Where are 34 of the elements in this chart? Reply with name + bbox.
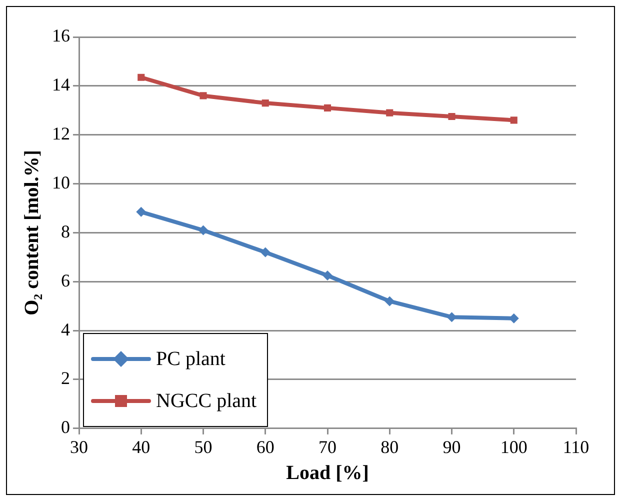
x-tick-label: 50 bbox=[194, 436, 212, 457]
y-tick-label: 8 bbox=[61, 221, 70, 242]
x-tick-label: 80 bbox=[380, 436, 399, 457]
y-axis-title: O₂ content [mol.%] bbox=[21, 150, 44, 316]
point bbox=[386, 109, 394, 116]
y-tick-label: 2 bbox=[61, 368, 70, 388]
point bbox=[448, 112, 456, 120]
legend-label: NGCC plant bbox=[156, 390, 257, 413]
x-tick-label: 100 bbox=[500, 436, 528, 457]
y-tick-label: 16 bbox=[52, 26, 70, 46]
y-tick-label: 0 bbox=[61, 417, 70, 438]
x-axis-title: Load [%] bbox=[286, 462, 369, 484]
point bbox=[262, 100, 269, 107]
point bbox=[322, 270, 332, 281]
point bbox=[138, 74, 145, 81]
y-tick-label: 14 bbox=[52, 74, 70, 95]
x-tick-label: 70 bbox=[318, 436, 336, 457]
y-tick-label: 4 bbox=[61, 319, 70, 340]
x-tick-label: 40 bbox=[132, 436, 150, 457]
x-tick-label: 110 bbox=[562, 436, 590, 457]
y-tick-label: 6 bbox=[61, 270, 70, 290]
point bbox=[198, 225, 208, 236]
x-tick-label: 30 bbox=[70, 436, 88, 457]
point bbox=[260, 247, 270, 258]
x-tick-label: 90 bbox=[442, 436, 461, 457]
point bbox=[510, 116, 518, 124]
point bbox=[324, 104, 332, 112]
point bbox=[384, 296, 395, 306]
y-tick-label: 12 bbox=[52, 124, 70, 144]
point bbox=[200, 92, 207, 100]
legend-label: PC plant bbox=[156, 348, 226, 371]
y-tick-label: 10 bbox=[52, 172, 70, 193]
point bbox=[136, 206, 146, 217]
x-tick-label: 60 bbox=[256, 436, 274, 457]
